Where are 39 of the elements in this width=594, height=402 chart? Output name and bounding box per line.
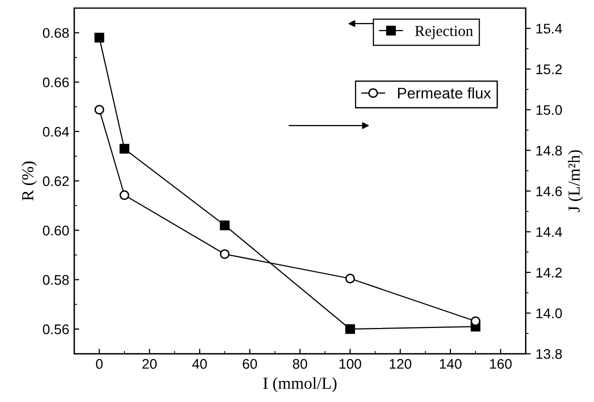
point [220, 249, 230, 259]
x-tick-label: 120 [390, 358, 412, 369]
y-tick-label: 0.56 [42, 324, 69, 334]
point [345, 324, 355, 334]
x-tick-label: 80 [292, 358, 308, 369]
y2-tick-label: 14.0 [536, 308, 562, 318]
point [345, 274, 355, 284]
y-tick-label: 0.64 [42, 126, 69, 137]
y2-tick-label: 15.2 [536, 64, 562, 74]
x-tick-label: 100 [340, 358, 362, 369]
x-tick-label: 140 [440, 358, 462, 369]
y2-tick-label: 14.4 [536, 227, 562, 237]
y2-tick-label: 14.8 [536, 146, 562, 156]
y-tick-label: 0.68 [42, 28, 69, 38]
y-tick-label: 0.58 [42, 275, 69, 285]
point [120, 144, 130, 154]
y-tick-label: 0.62 [42, 176, 69, 186]
x-tick-label: 20 [142, 358, 157, 369]
y-tick-label: 0.60 [42, 226, 69, 236]
x-axis-title: I (mmol/L) [263, 377, 336, 392]
point [94, 104, 104, 115]
y2-axis-title: J (L/m²h) [568, 150, 584, 212]
y2-tick-label: 15.4 [536, 24, 562, 34]
y2-tick-label: 15.0 [536, 105, 562, 115]
point [120, 190, 130, 200]
x-tick-label: 40 [192, 358, 207, 369]
y-axis-title: R (%) [22, 162, 37, 201]
x-tick-label: 0 [96, 358, 103, 369]
x-tick-label: 160 [490, 358, 512, 369]
point [220, 220, 230, 230]
y2-tick-label: 14.2 [536, 268, 562, 278]
x-tick-label: 60 [242, 358, 257, 369]
point [470, 316, 480, 326]
point [94, 32, 104, 43]
legend-label: Rejection [415, 26, 473, 40]
y2-tick-label: 13.8 [536, 349, 562, 359]
y2-tick-label: 14.6 [536, 186, 562, 196]
y-tick-label: 0.66 [42, 77, 69, 88]
legend-label: Permeate flux [398, 87, 491, 99]
